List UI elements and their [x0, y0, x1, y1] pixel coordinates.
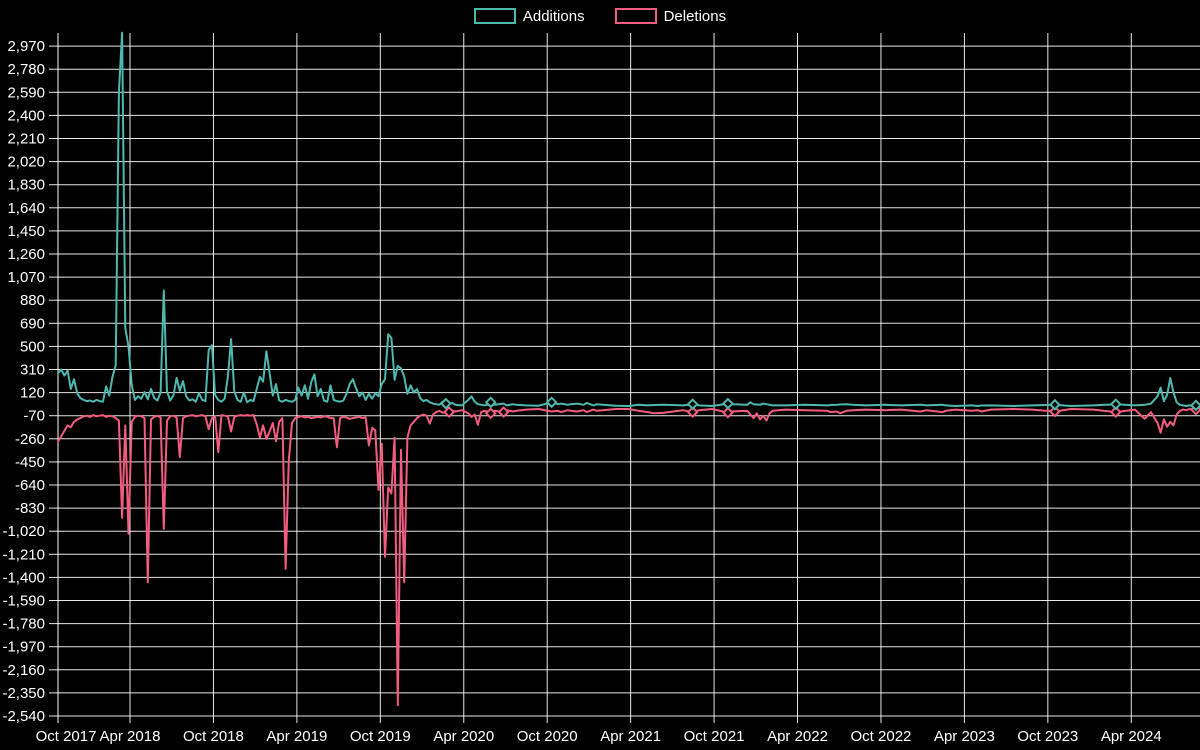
- y-tick-label: -2,540: [2, 708, 45, 725]
- x-tick-label: Apr 2024: [1101, 728, 1162, 745]
- additions-line: [57, 31, 1197, 407]
- y-tick-label: 310: [20, 362, 45, 379]
- y-tick-label: -1,210: [2, 546, 45, 563]
- y-tick-label: 1,640: [7, 200, 45, 217]
- x-axis-ticks: [57, 716, 1132, 723]
- y-tick-label: -830: [15, 500, 45, 517]
- deletions-point-marker[interactable]: [497, 406, 510, 418]
- x-tick-label: Oct 2021: [684, 728, 745, 745]
- deletions-point-marker[interactable]: [484, 407, 497, 420]
- y-tick-label: 2,970: [7, 38, 45, 55]
- deletions-point-marker[interactable]: [443, 406, 455, 418]
- y-tick-label: 1,260: [7, 246, 45, 263]
- y-tick-label: 120: [20, 385, 45, 402]
- y-tick-label: -70: [23, 408, 45, 425]
- y-tick-label: 2,210: [7, 131, 45, 148]
- y-tick-label: 880: [20, 292, 45, 309]
- y-tick-label: 2,590: [7, 84, 45, 101]
- legend-label-additions: Additions: [522, 7, 585, 25]
- y-tick-label: -1,400: [2, 569, 45, 586]
- x-tick-label: Apr 2021: [600, 728, 661, 745]
- horizontal-gridlines: [58, 45, 1200, 717]
- y-tick-label: 2,020: [7, 154, 45, 171]
- legend-item-additions[interactable]: Additions: [473, 7, 585, 25]
- y-tick-label: -1,590: [2, 593, 45, 610]
- y-tick-label: -2,350: [2, 685, 45, 702]
- series-deletions: [57, 403, 1200, 707]
- y-tick-label: 690: [20, 315, 45, 332]
- y-tick-label: 2,780: [7, 61, 45, 78]
- x-tick-label: Apr 2022: [767, 728, 828, 745]
- y-tick-label: 2,400: [7, 107, 45, 124]
- deletions-point-marker[interactable]: [1109, 406, 1122, 418]
- y-tick-label: -2,160: [2, 662, 45, 679]
- y-tick-label: -260: [15, 431, 45, 448]
- y-tick-label: 1,070: [7, 269, 45, 286]
- x-axis-labels: Oct 2017 Apr 2018 Oct 2018 Apr 2019 Oct 2019…: [36, 728, 1162, 745]
- additions-point-marker[interactable]: [686, 398, 699, 411]
- y-tick-label: 1,830: [7, 177, 45, 194]
- vertical-gridlines: [57, 33, 1132, 716]
- x-tick-label: Oct 2019: [350, 728, 411, 745]
- x-tick-label: Oct 2022: [851, 728, 912, 745]
- x-tick-label: Oct 2018: [183, 728, 244, 745]
- y-tick-label: 1,450: [7, 223, 45, 240]
- deletions-point-marker[interactable]: [1048, 405, 1061, 418]
- x-tick-label: Apr 2023: [934, 728, 995, 745]
- series-additions: [57, 31, 1200, 412]
- y-tick-label: 500: [20, 338, 45, 355]
- additions-point-marker[interactable]: [1048, 398, 1061, 411]
- y-tick-label: -640: [15, 477, 45, 494]
- x-tick-label: Apr 2018: [100, 728, 161, 745]
- y-axis-ticks: [49, 45, 58, 717]
- y-tick-label: -1,020: [2, 523, 45, 540]
- additions-point-marker[interactable]: [1190, 399, 1200, 412]
- x-tick-label: Apr 2020: [433, 728, 494, 745]
- x-tick-label: Oct 2020: [517, 728, 578, 745]
- additions-swatch-icon: [473, 8, 516, 24]
- y-tick-label: -1,970: [2, 639, 45, 656]
- chart-legend: Additions Deletions: [0, 8, 1200, 24]
- deletions-line: [57, 408, 1197, 707]
- deletions-point-marker[interactable]: [722, 406, 734, 419]
- additions-point-marker[interactable]: [439, 397, 452, 410]
- y-tick-label: -450: [15, 454, 45, 471]
- deletions-point-marker[interactable]: [686, 406, 699, 418]
- x-tick-label: Oct 2023: [1017, 728, 1078, 745]
- additions-point-marker[interactable]: [484, 396, 497, 409]
- additions-point-marker[interactable]: [1109, 398, 1122, 411]
- x-tick-label: Oct 2017: [36, 728, 97, 745]
- additions-point-marker[interactable]: [722, 397, 734, 410]
- x-tick-label: Apr 2019: [266, 728, 327, 745]
- legend-item-deletions[interactable]: Deletions: [614, 7, 727, 25]
- deletions-swatch-icon: [614, 8, 657, 24]
- y-axis-labels: 2,970 2,780 2,590 2,400 2,210 2,020 1,830 1,640…: [2, 38, 45, 725]
- legend-label-deletions: Deletions: [663, 7, 727, 25]
- y-tick-label: -1,780: [2, 616, 45, 633]
- additions-point-marker[interactable]: [545, 396, 558, 409]
